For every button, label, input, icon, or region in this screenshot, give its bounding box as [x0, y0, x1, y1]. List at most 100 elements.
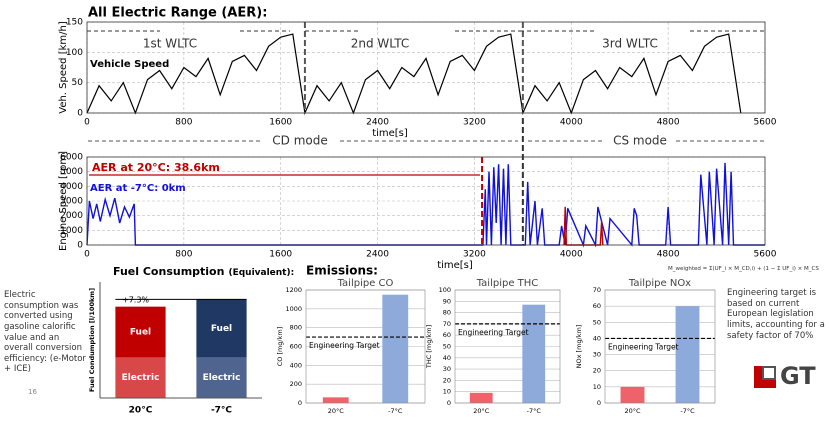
y-axis-label: NOx [mg/km]: [575, 325, 583, 369]
y-tick-label: 4000: [60, 182, 83, 192]
x-tick-label: -7°C: [388, 407, 403, 415]
y-tick-label: 70: [593, 286, 601, 294]
bar: [675, 306, 700, 403]
x-tick-label: -7°C: [211, 406, 232, 416]
plot-frame: [86, 21, 766, 114]
x-tick-label: 2400: [366, 118, 389, 128]
y-tick-label: 0: [447, 399, 451, 407]
bar-segment: [196, 299, 247, 358]
y-axis-label: Veh. Speed [km/h]: [58, 21, 69, 114]
y-tick-label: 90: [443, 297, 451, 305]
bar: [469, 392, 493, 403]
chart-title: Tailpipe NOx: [628, 278, 691, 289]
left-note: Electric consumption was converted using…: [4, 290, 86, 375]
x-tick-label: 20°C: [328, 407, 345, 415]
right-note: Engineering target is based on current E…: [727, 288, 825, 341]
y-tick-label: 100: [66, 48, 83, 58]
y-tick-label: 2000: [60, 211, 83, 221]
chart-title: Fuel Consumption (Equivalent):: [113, 265, 294, 278]
x-tick-label: 800: [175, 250, 192, 260]
bar-segment: [115, 306, 166, 358]
y-tick-label: 50: [443, 343, 451, 351]
x-tick-label: 2400: [366, 250, 389, 260]
x-tick-label: 4800: [657, 118, 680, 128]
annotation: AER at 20°C: 38.6km: [92, 161, 220, 174]
y-tick-label: 600: [290, 343, 302, 351]
chart-title: All Electric Range (AER):: [88, 6, 267, 21]
annotation: 1st WLTC: [143, 37, 197, 51]
y-tick-label: 0: [77, 109, 83, 119]
y-tick-label: 10: [443, 388, 451, 396]
x-tick-label: 0: [84, 250, 90, 260]
x-tick-label: 20°C: [129, 406, 153, 416]
cd-mode-label: CD mode: [272, 134, 327, 148]
series-line: [86, 162, 765, 248]
x-tick-label: 3200: [463, 118, 486, 128]
x-tick-label: -7°C: [527, 407, 542, 415]
chart-title: Tailpipe THC: [476, 278, 539, 289]
y-tick-label: 20: [443, 376, 451, 384]
y-tick-label: 1200: [285, 286, 302, 294]
y-tick-label: 6000: [60, 153, 83, 163]
chart-title: Tailpipe CO: [337, 278, 394, 289]
bar: [322, 397, 349, 403]
y-tick-label: 60: [593, 302, 601, 310]
y-tick-label: 10: [593, 383, 601, 391]
chart-subtitle: (Equivalent):: [228, 268, 294, 278]
segment-label: Electric: [122, 373, 160, 383]
x-axis-label: time[s]: [437, 260, 473, 271]
x-tick-label: 1600: [269, 250, 292, 260]
y-tick-label: 200: [290, 380, 302, 388]
y-tick-label: 60: [443, 331, 451, 339]
series-label: Vehicle Speed: [90, 59, 169, 70]
bar-segment: [115, 357, 166, 398]
y-tick-label: 0: [597, 399, 601, 407]
bar: [522, 304, 546, 403]
segment-label: Electric: [203, 373, 241, 383]
segment-label: Fuel: [130, 328, 151, 338]
plot-frame: [604, 289, 716, 404]
y-tick-label: 70: [443, 320, 451, 328]
x-tick-label: 20°C: [473, 407, 490, 415]
y-tick-label: 50: [593, 318, 601, 326]
y-tick-label: 50: [72, 78, 84, 88]
x-tick-label: 5600: [754, 118, 777, 128]
annotation: 3rd WLTC: [602, 37, 658, 51]
chart-title-main: Fuel Consumption: [113, 265, 224, 278]
x-tick-label: 5600: [754, 250, 777, 260]
y-axis-label: Engine Speed [rpm]: [58, 151, 69, 251]
y-tick-label: 150: [66, 18, 83, 28]
y-tick-label: 20: [593, 367, 601, 375]
annotation: AER at -7°C: 0km: [90, 183, 186, 194]
x-tick-label: 3200: [463, 250, 486, 260]
y-tick-label: 0: [77, 241, 83, 251]
segment-label: Fuel: [211, 324, 232, 334]
y-tick-label: 100: [439, 286, 451, 294]
annotation: 2nd WLTC: [351, 37, 410, 51]
y-tick-label: 1000: [285, 305, 302, 313]
formula: M_weighted = Σ(UF_i × M_CD,i) + (1 − Σ U…: [668, 266, 819, 272]
bar-segment: [196, 357, 247, 398]
bar: [620, 386, 645, 403]
x-tick-label: 800: [175, 118, 192, 128]
y-tick-label: 3000: [60, 197, 83, 207]
x-tick-label: 4800: [657, 250, 680, 260]
y-tick-label: 0: [298, 399, 302, 407]
annotation: +7.3%: [122, 296, 149, 305]
cs-mode-label: CS mode: [613, 134, 667, 148]
x-tick-label: 0: [84, 118, 90, 128]
bar: [382, 294, 409, 403]
y-tick-label: 80: [443, 309, 451, 317]
target-label: Engineering Target: [309, 341, 380, 350]
y-tick-label: 40: [593, 334, 601, 342]
logo-text: GT: [780, 362, 816, 390]
y-tick-label: 800: [290, 324, 302, 332]
plot-frame: [454, 289, 561, 404]
emissions-heading: Emissions:: [306, 264, 378, 278]
x-tick-label: 4000: [560, 250, 583, 260]
y-tick-label: 30: [593, 351, 601, 359]
y-tick-label: 5000: [60, 167, 83, 177]
target-label: Engineering Target: [608, 342, 679, 351]
